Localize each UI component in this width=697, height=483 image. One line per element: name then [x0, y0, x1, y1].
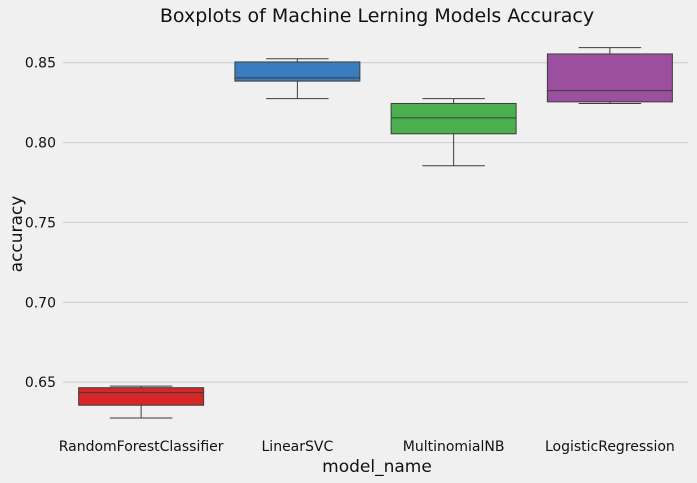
boxplot-series [78, 47, 673, 419]
y-tick-label: 0.85 [25, 56, 56, 72]
iqr-box [546, 53, 673, 103]
iqr-box [390, 102, 517, 135]
box-MultinomialNB [390, 98, 517, 167]
x-tick-label: LogisticRegression [545, 439, 675, 455]
y-tick-label: 0.80 [25, 136, 56, 152]
y-tick-label: 0.65 [25, 375, 56, 391]
y-axis-ticks: 0.65 0.70 0.75 0.80 0.85 [25, 56, 56, 391]
x-tick-label: MultinomialNB [403, 439, 505, 455]
box-LogisticRegression [546, 47, 673, 104]
x-axis-ticks: RandomForestClassifier LinearSVC Multinomi… [59, 439, 675, 455]
iqr-box [78, 387, 205, 406]
x-axis-label: model_name [322, 457, 432, 477]
y-tick-label: 0.70 [25, 295, 56, 311]
iqr-box [234, 61, 361, 82]
x-tick-label: RandomForestClassifier [59, 439, 224, 455]
chart-title: Boxplots of Machine Lerning Models Accur… [160, 5, 594, 27]
y-tick-label: 0.75 [25, 215, 56, 231]
grid-lines [63, 62, 688, 383]
box-RandomForestClassifier [78, 385, 205, 419]
x-tick-label: LinearSVC [262, 439, 334, 455]
y-axis-label: accuracy [7, 196, 27, 273]
box-LinearSVC [234, 58, 361, 100]
